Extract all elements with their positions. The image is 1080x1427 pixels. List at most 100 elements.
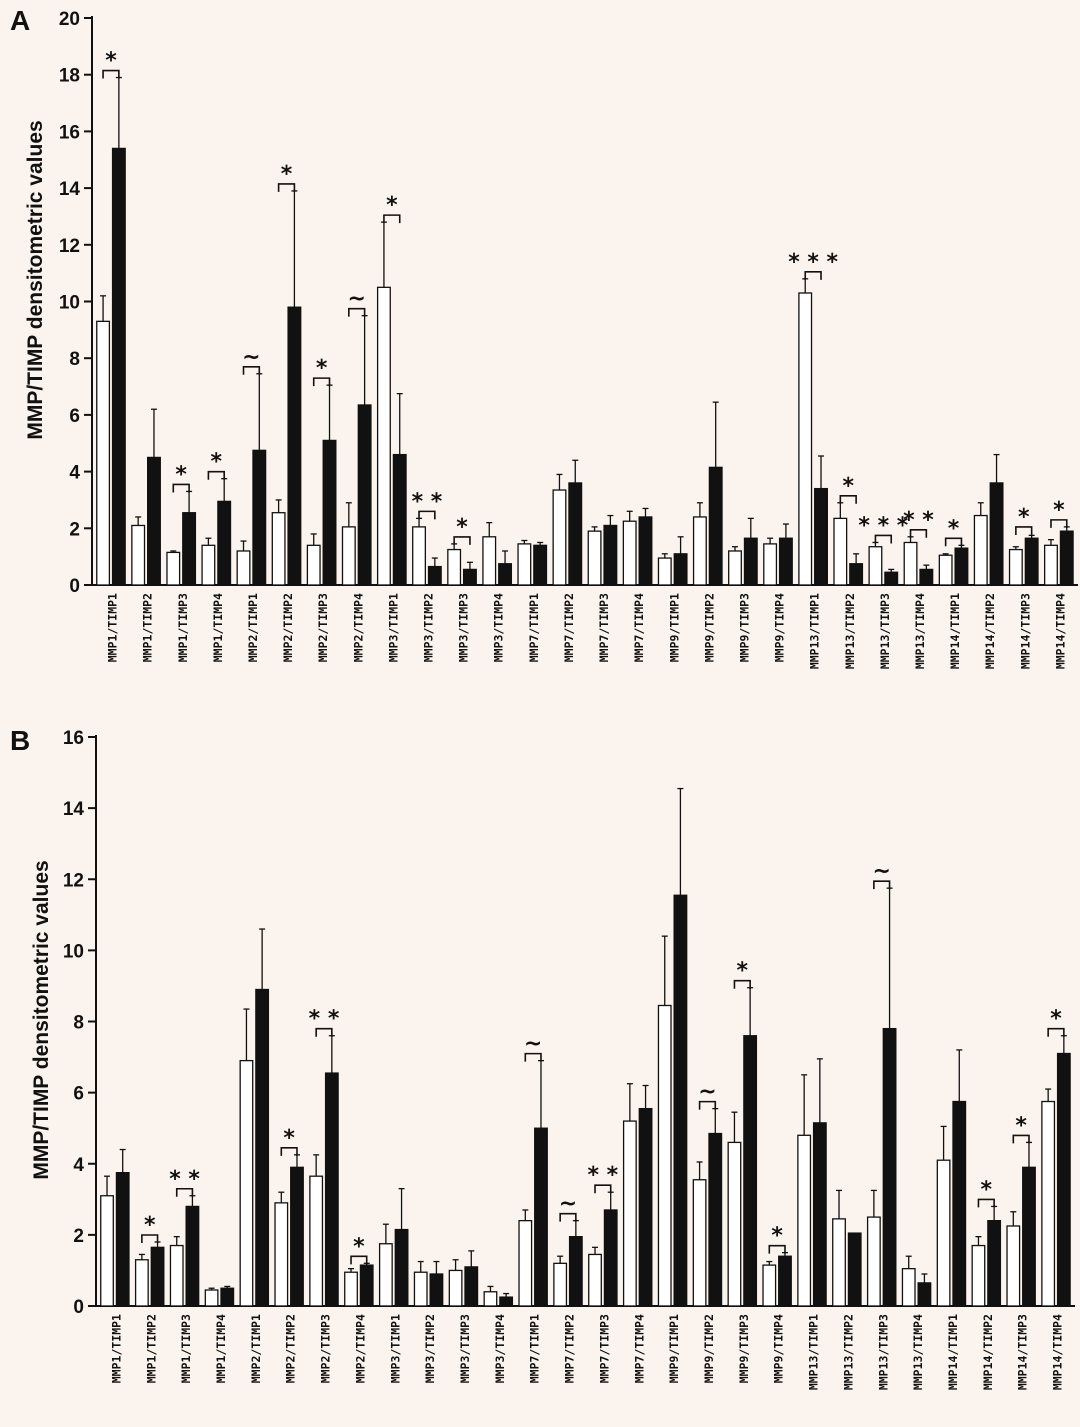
panel-b-bar <box>239 1059 254 1307</box>
panel-b-bar <box>429 1273 444 1307</box>
panel-b-y-axis-label: MMP/TIMP densitometric values <box>30 860 53 1179</box>
panel-a-y-tick-label: 6 <box>69 406 80 427</box>
panel-b-significance-label: * <box>1050 1007 1062 1032</box>
panel-a-x-tick-label: MMP14/TIMP2 <box>983 593 997 669</box>
panel-b-bar <box>657 1004 672 1307</box>
panel-a-bar <box>306 544 321 586</box>
panel-a-significance-label: * <box>211 450 223 475</box>
panel-b-x-tick-label: MMP9/TIMP1 <box>667 1314 681 1383</box>
panel-b-bar <box>534 1127 548 1307</box>
panel-b-bar <box>797 1134 812 1307</box>
panel-a-x-tick-label: MMP13/TIMP2 <box>843 593 857 669</box>
panel-a-bar <box>482 536 497 586</box>
panel-a-significance-label: * <box>386 193 398 218</box>
panel-b-bar <box>847 1232 862 1307</box>
panel-b-bar <box>274 1202 289 1307</box>
panel-a-bar <box>903 541 918 586</box>
panel-a-bar <box>322 439 337 586</box>
panel-b-significance-bracket <box>315 1027 333 1037</box>
panel-a-bar <box>447 548 462 586</box>
panel-a-x-tick-label: MMP13/TIMP4 <box>913 593 927 669</box>
panel-a-bar <box>673 553 688 586</box>
panel-b-significance-bracket <box>350 1255 368 1265</box>
panel-a-bar <box>1059 530 1074 586</box>
panel-a-significance-bracket <box>804 271 822 280</box>
panel-a-bar <box>1008 548 1023 586</box>
panel-a-significance-label: * <box>948 516 960 541</box>
panel-a-significance-bracket <box>1050 519 1068 528</box>
panel-a-bar <box>708 466 723 586</box>
panel-a-bar <box>376 286 391 586</box>
panel-a-significance-label: ~ <box>348 287 366 312</box>
panel-b-x-tick-label: MMP13/TIMP3 <box>876 1314 890 1390</box>
panel-a-x-tick-label: MMP2/TIMP1 <box>246 593 260 662</box>
panel-a-bar <box>498 563 513 586</box>
panel-b-significance-bracket <box>594 1184 612 1194</box>
panel-a-x-tick-label: MMP3/TIMP3 <box>457 593 471 662</box>
panel-b-x-tick-label: MMP13/TIMP2 <box>841 1314 855 1390</box>
panel-b-bar <box>762 1264 777 1307</box>
panel-b-significance-bracket <box>524 1052 542 1062</box>
panel-a-x-tick-label: MMP7/TIMP3 <box>597 593 611 662</box>
panel-b-bar <box>1056 1052 1071 1307</box>
panel-a-significance-bracket <box>348 307 366 317</box>
panel-a-significance-bracket <box>944 537 963 547</box>
panel-a-x-tick-label: MMP9/TIMP2 <box>702 593 716 662</box>
panel-b-bar <box>448 1269 463 1307</box>
panel-a-bar <box>517 543 532 586</box>
panel-b-bar <box>344 1271 358 1307</box>
panel-a-bar <box>1043 544 1058 586</box>
panel-b-bar <box>568 1236 583 1307</box>
panel-b-bar <box>499 1296 514 1307</box>
panel-a-x-tick-label: MMP1/TIMP4 <box>211 593 225 662</box>
panel-a-bar <box>357 404 372 586</box>
panel-a-bar <box>728 550 742 586</box>
panel-b-bar <box>413 1271 428 1307</box>
panel-b-x-tick-label: MMP1/TIMP4 <box>214 1314 228 1383</box>
panel-a-bar <box>814 487 828 586</box>
panel-a-x-tick-label: MMP1/TIMP1 <box>106 593 120 662</box>
panel-a-x-tick-label: MMP1/TIMP2 <box>141 593 155 662</box>
panel-a-significance-label: * <box>1018 505 1030 530</box>
panel-a-x-tick-label: MMP14/TIMP3 <box>1018 593 1032 669</box>
panel-b-bar <box>812 1122 827 1307</box>
panel-b-bar <box>483 1291 498 1307</box>
panel-a-x-tick-label: MMP13/TIMP3 <box>878 593 892 669</box>
panel-a-bar <box>271 512 286 586</box>
panel-b-bar <box>150 1246 165 1307</box>
panel-b-bar <box>518 1220 533 1307</box>
panel-a-significance-label: * * * <box>858 513 908 538</box>
panel-b-bar <box>553 1262 568 1307</box>
panel-b-x-tick-label: MMP7/TIMP4 <box>632 1314 646 1383</box>
panel-a-bar <box>938 554 953 586</box>
panel-a-bar <box>868 546 883 586</box>
panel-b-x-tick-label: MMP3/TIMP4 <box>493 1314 507 1383</box>
panel-b-significance-label: * <box>353 1234 365 1259</box>
panel-a-significance-bracket <box>1015 526 1033 535</box>
panel-a-bar <box>884 571 899 586</box>
panel-a-bar <box>638 516 653 586</box>
panel-b-bar <box>394 1228 409 1307</box>
panel-b-x-tick-label: MMP14/TIMP3 <box>1016 1314 1030 1390</box>
panel-b-significance-bracket <box>1012 1134 1030 1144</box>
panel-a-bar <box>427 565 442 586</box>
panel-b-significance-label: * <box>737 959 749 984</box>
panel-a-bar <box>587 530 602 586</box>
panel-a-significance-bracket <box>312 377 331 387</box>
panel-a-bar <box>973 514 988 586</box>
panel-b-bar <box>622 1120 637 1307</box>
panel-b-significance-label: * * <box>309 1007 340 1032</box>
panel-a-y-axis-label: MMP/TIMP densitometric values <box>24 120 47 439</box>
panel-b-bar <box>917 1282 932 1307</box>
panel-a-x-tick-label: MMP7/TIMP2 <box>562 593 576 662</box>
panel-a-bar <box>798 292 813 586</box>
panel-a-x-tick-label: MMP2/TIMP2 <box>281 593 295 662</box>
panel-a-plot: 0 2 4 6 8 10 12 14 16 18 20 MMP1/TIMP1 MMP1/TIMP2 MMP… <box>59 9 1078 669</box>
panel-b-bar <box>638 1107 653 1307</box>
panel-b-significance-label: * <box>283 1126 295 1151</box>
panel-a-significance-label: * <box>175 462 187 487</box>
panel-a-x-tick-label: MMP14/TIMP4 <box>1053 593 1067 669</box>
panel-b-x-tick-label: MMP3/TIMP3 <box>458 1314 472 1383</box>
panel-b-significance-bracket <box>280 1147 298 1156</box>
panel-a-bar <box>131 524 146 586</box>
